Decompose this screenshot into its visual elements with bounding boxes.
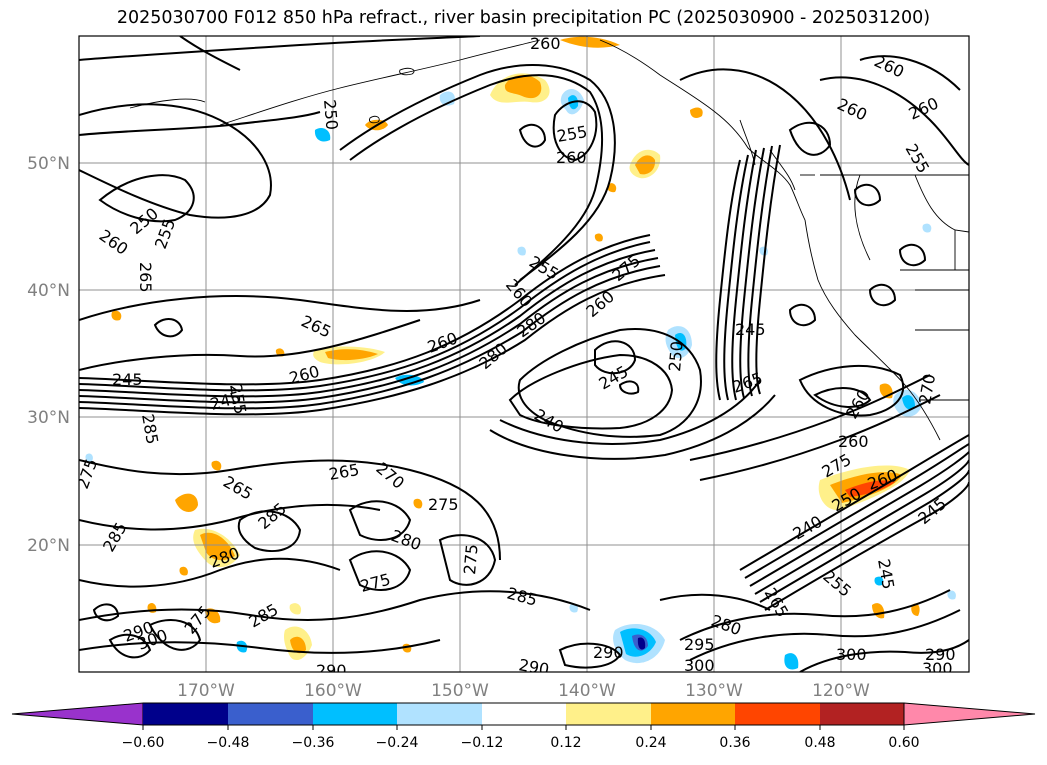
colorbar: −0.60 −0.48 −0.36 −0.24 −0.12 0.12 0.24 … — [11, 702, 1036, 751]
refractivity-contours — [79, 36, 969, 672]
contour-label: 260 — [838, 432, 869, 451]
lon-label: 150°W — [431, 681, 489, 701]
colorbar-tick-label: −0.60 — [122, 735, 165, 751]
contour-label: 300 — [684, 656, 715, 675]
lon-label: 130°W — [685, 681, 743, 701]
colorbar-segment — [482, 703, 566, 725]
contour-label: 290 — [316, 661, 347, 680]
contour-label: 250 — [320, 99, 342, 131]
colorbar-segment — [313, 703, 397, 725]
map-title: 2025030700 F012 850 hPa refract., river … — [116, 8, 931, 28]
lon-label: 120°W — [812, 681, 870, 701]
lat-label: 30°N — [27, 408, 70, 428]
contour-label: 300 — [836, 645, 867, 664]
contour-label: 260 — [556, 148, 587, 167]
colorbar-tick-label: 0.36 — [719, 735, 750, 751]
contour-labels: 260 260 260 260 255 255 260 250 255 260 … — [79, 34, 956, 680]
colorbar-tick-label: −0.36 — [292, 735, 335, 751]
lon-label: 140°W — [558, 681, 616, 701]
colorbar-segment — [735, 703, 820, 725]
colorbar-extend-high — [903, 702, 1036, 726]
colorbar-tick-label: 0.60 — [888, 735, 919, 751]
colorbar-tick-label: 0.48 — [804, 735, 835, 751]
contour-label: 290 — [925, 645, 956, 664]
colorbar-segment — [651, 703, 735, 725]
colorbar-extend-low — [11, 702, 144, 726]
contour-label: 250 — [665, 340, 687, 372]
colorbar-segment — [397, 703, 482, 725]
colorbar-tick-label: 0.12 — [550, 735, 581, 751]
contour-label: 275 — [460, 543, 482, 575]
colorbar-segment — [143, 703, 228, 725]
colorbar-tick-label: −0.12 — [461, 735, 504, 751]
colorbar-tick-label: −0.24 — [376, 735, 419, 751]
contour-label: 300 — [922, 659, 953, 678]
colorbar-segment — [228, 703, 313, 725]
contour-label: 290 — [593, 643, 624, 662]
colorbar-segment — [566, 703, 651, 725]
coastlines — [129, 39, 969, 441]
contour-label: 290 — [517, 655, 550, 679]
contour-label: 245 — [112, 370, 143, 389]
colorbar-tick-label: 0.24 — [635, 735, 666, 751]
contour-label: 260 — [530, 34, 561, 53]
lon-label: 170°W — [177, 681, 235, 701]
contour-label: 295 — [684, 635, 715, 654]
contour-label: 265 — [136, 262, 155, 293]
lat-label: 50°N — [27, 154, 70, 174]
lon-label: 160°W — [304, 681, 362, 701]
contour-label: 275 — [428, 495, 459, 514]
map-frame — [78, 35, 970, 673]
colorbar-tick-label: −0.48 — [207, 735, 250, 751]
colorbar-segment — [820, 703, 904, 725]
longitude-labels: 170°W 160°W 150°W 140°W 130°W 120°W — [177, 681, 870, 701]
contour-label: 245 — [735, 320, 766, 339]
latitude-labels: 50°N 40°N 30°N 20°N — [27, 154, 70, 556]
lat-label: 40°N — [27, 281, 70, 301]
lat-label: 20°N — [27, 536, 70, 556]
